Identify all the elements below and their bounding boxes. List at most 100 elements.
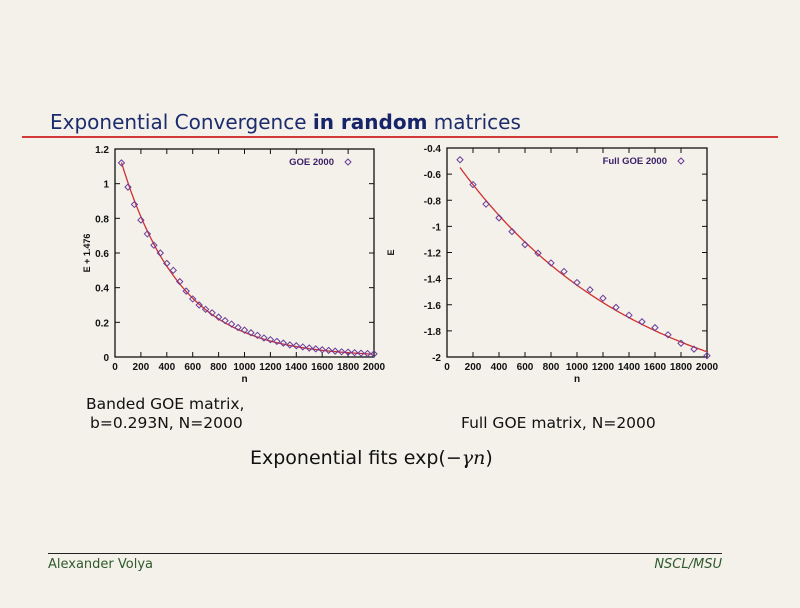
data-point xyxy=(286,341,294,349)
data-point xyxy=(292,342,301,350)
data-point xyxy=(221,316,229,325)
y-tick-label: 0.2 xyxy=(95,318,109,329)
data-point xyxy=(547,259,555,267)
data-point xyxy=(625,311,633,319)
data-point xyxy=(638,318,646,326)
data-point xyxy=(344,348,352,356)
x-tick-label: 1600 xyxy=(644,362,667,373)
data-point xyxy=(240,326,249,334)
data-point xyxy=(182,287,190,295)
footer-author: Alexander Volya xyxy=(48,557,154,572)
title-divider xyxy=(22,136,778,138)
y-axis-label: E + 1.476 xyxy=(82,234,92,273)
x-tick-label: 600 xyxy=(184,362,201,373)
data-point xyxy=(521,240,529,249)
data-point xyxy=(690,345,698,353)
plot-frame xyxy=(446,147,708,358)
data-point xyxy=(651,323,659,332)
data-point xyxy=(508,227,516,236)
data-point xyxy=(495,214,503,222)
y-tick-label: 0 xyxy=(103,353,109,364)
x-axis-label: n xyxy=(241,374,247,385)
fits-math: −γn xyxy=(445,447,486,469)
x-tick-label: 800 xyxy=(543,362,560,373)
data-point xyxy=(560,267,568,276)
fits-text: Exponential fits exp( xyxy=(250,447,446,469)
fits-close: ) xyxy=(485,447,493,469)
x-tick-label: 1600 xyxy=(311,362,334,373)
x-tick-label: 400 xyxy=(491,362,508,373)
data-point xyxy=(279,339,288,347)
x-tick-label: 400 xyxy=(158,362,175,373)
y-tick-label: -0.4 xyxy=(424,144,442,155)
fit-curve xyxy=(459,167,708,353)
y-tick-label: -1.6 xyxy=(424,301,442,312)
title-highlight: in random xyxy=(312,110,428,134)
data-point xyxy=(324,346,333,355)
y-tick-label: 0.6 xyxy=(95,249,109,260)
data-point xyxy=(266,335,275,344)
legend-label: GOE 2000 xyxy=(289,157,334,168)
data-point xyxy=(312,345,320,353)
data-point xyxy=(169,266,177,275)
data-point xyxy=(337,348,346,356)
data-point xyxy=(201,305,210,314)
x-tick-label: 1000 xyxy=(566,362,589,373)
data-point xyxy=(176,277,184,286)
y-tick-label: -1.8 xyxy=(424,327,442,338)
fits-caption: Exponential fits exp(−γn) xyxy=(250,447,493,469)
y-tick-label: -0.8 xyxy=(424,196,442,207)
x-tick-label: 1400 xyxy=(285,362,308,373)
x-tick-label: 200 xyxy=(465,362,482,373)
data-point xyxy=(253,331,262,340)
data-point xyxy=(124,183,132,191)
data-point xyxy=(612,303,620,312)
data-point xyxy=(357,349,365,357)
legend-marker xyxy=(677,157,685,165)
x-tick-label: 200 xyxy=(133,362,150,373)
data-point xyxy=(305,344,313,352)
x-tick-label: 1200 xyxy=(259,362,282,373)
y-tick-label: -0.6 xyxy=(424,170,442,181)
y-axis-label: E xyxy=(386,249,396,255)
data-point xyxy=(573,278,581,287)
footer-divider xyxy=(48,553,722,554)
data-point xyxy=(350,348,359,357)
data-point xyxy=(456,156,464,164)
x-tick-label: 0 xyxy=(112,362,118,373)
data-point xyxy=(137,216,145,224)
data-point xyxy=(130,200,139,209)
title-text: Exponential Convergence xyxy=(50,110,313,134)
data-point xyxy=(273,337,281,346)
x-tick-label: 1800 xyxy=(337,362,360,373)
caption-left-1: Banded GOE matrix, xyxy=(86,395,245,413)
data-point xyxy=(299,343,307,351)
x-tick-label: 600 xyxy=(517,362,534,373)
legend-marker xyxy=(344,158,352,166)
data-point xyxy=(150,241,158,249)
caption-right: Full GOE matrix, N=2000 xyxy=(461,414,656,432)
y-tick-label: -1.4 xyxy=(424,275,442,286)
plot-frame xyxy=(114,148,375,358)
x-tick-label: 1400 xyxy=(618,362,641,373)
x-tick-label: 800 xyxy=(210,362,227,373)
x-tick-label: 0 xyxy=(444,362,450,373)
y-tick-label: -1 xyxy=(432,222,441,233)
data-point xyxy=(260,334,268,342)
slide-title: Exponential Convergence in random matric… xyxy=(50,110,521,134)
x-tick-label: 2000 xyxy=(696,362,719,373)
data-point xyxy=(318,346,326,354)
data-point xyxy=(482,200,490,208)
data-point xyxy=(195,301,203,309)
data-point xyxy=(599,294,607,302)
caption-left-2: b=0.293N, N=2000 xyxy=(90,414,243,432)
x-tick-label: 1000 xyxy=(233,362,256,373)
data-point xyxy=(247,329,255,337)
title-text-end: matrices xyxy=(427,110,521,134)
data-point xyxy=(234,323,242,332)
y-tick-label: 0.4 xyxy=(95,284,109,295)
y-tick-label: -2 xyxy=(432,353,441,364)
y-tick-label: -1.2 xyxy=(424,249,442,260)
data-point xyxy=(208,309,216,317)
data-point xyxy=(156,249,165,257)
